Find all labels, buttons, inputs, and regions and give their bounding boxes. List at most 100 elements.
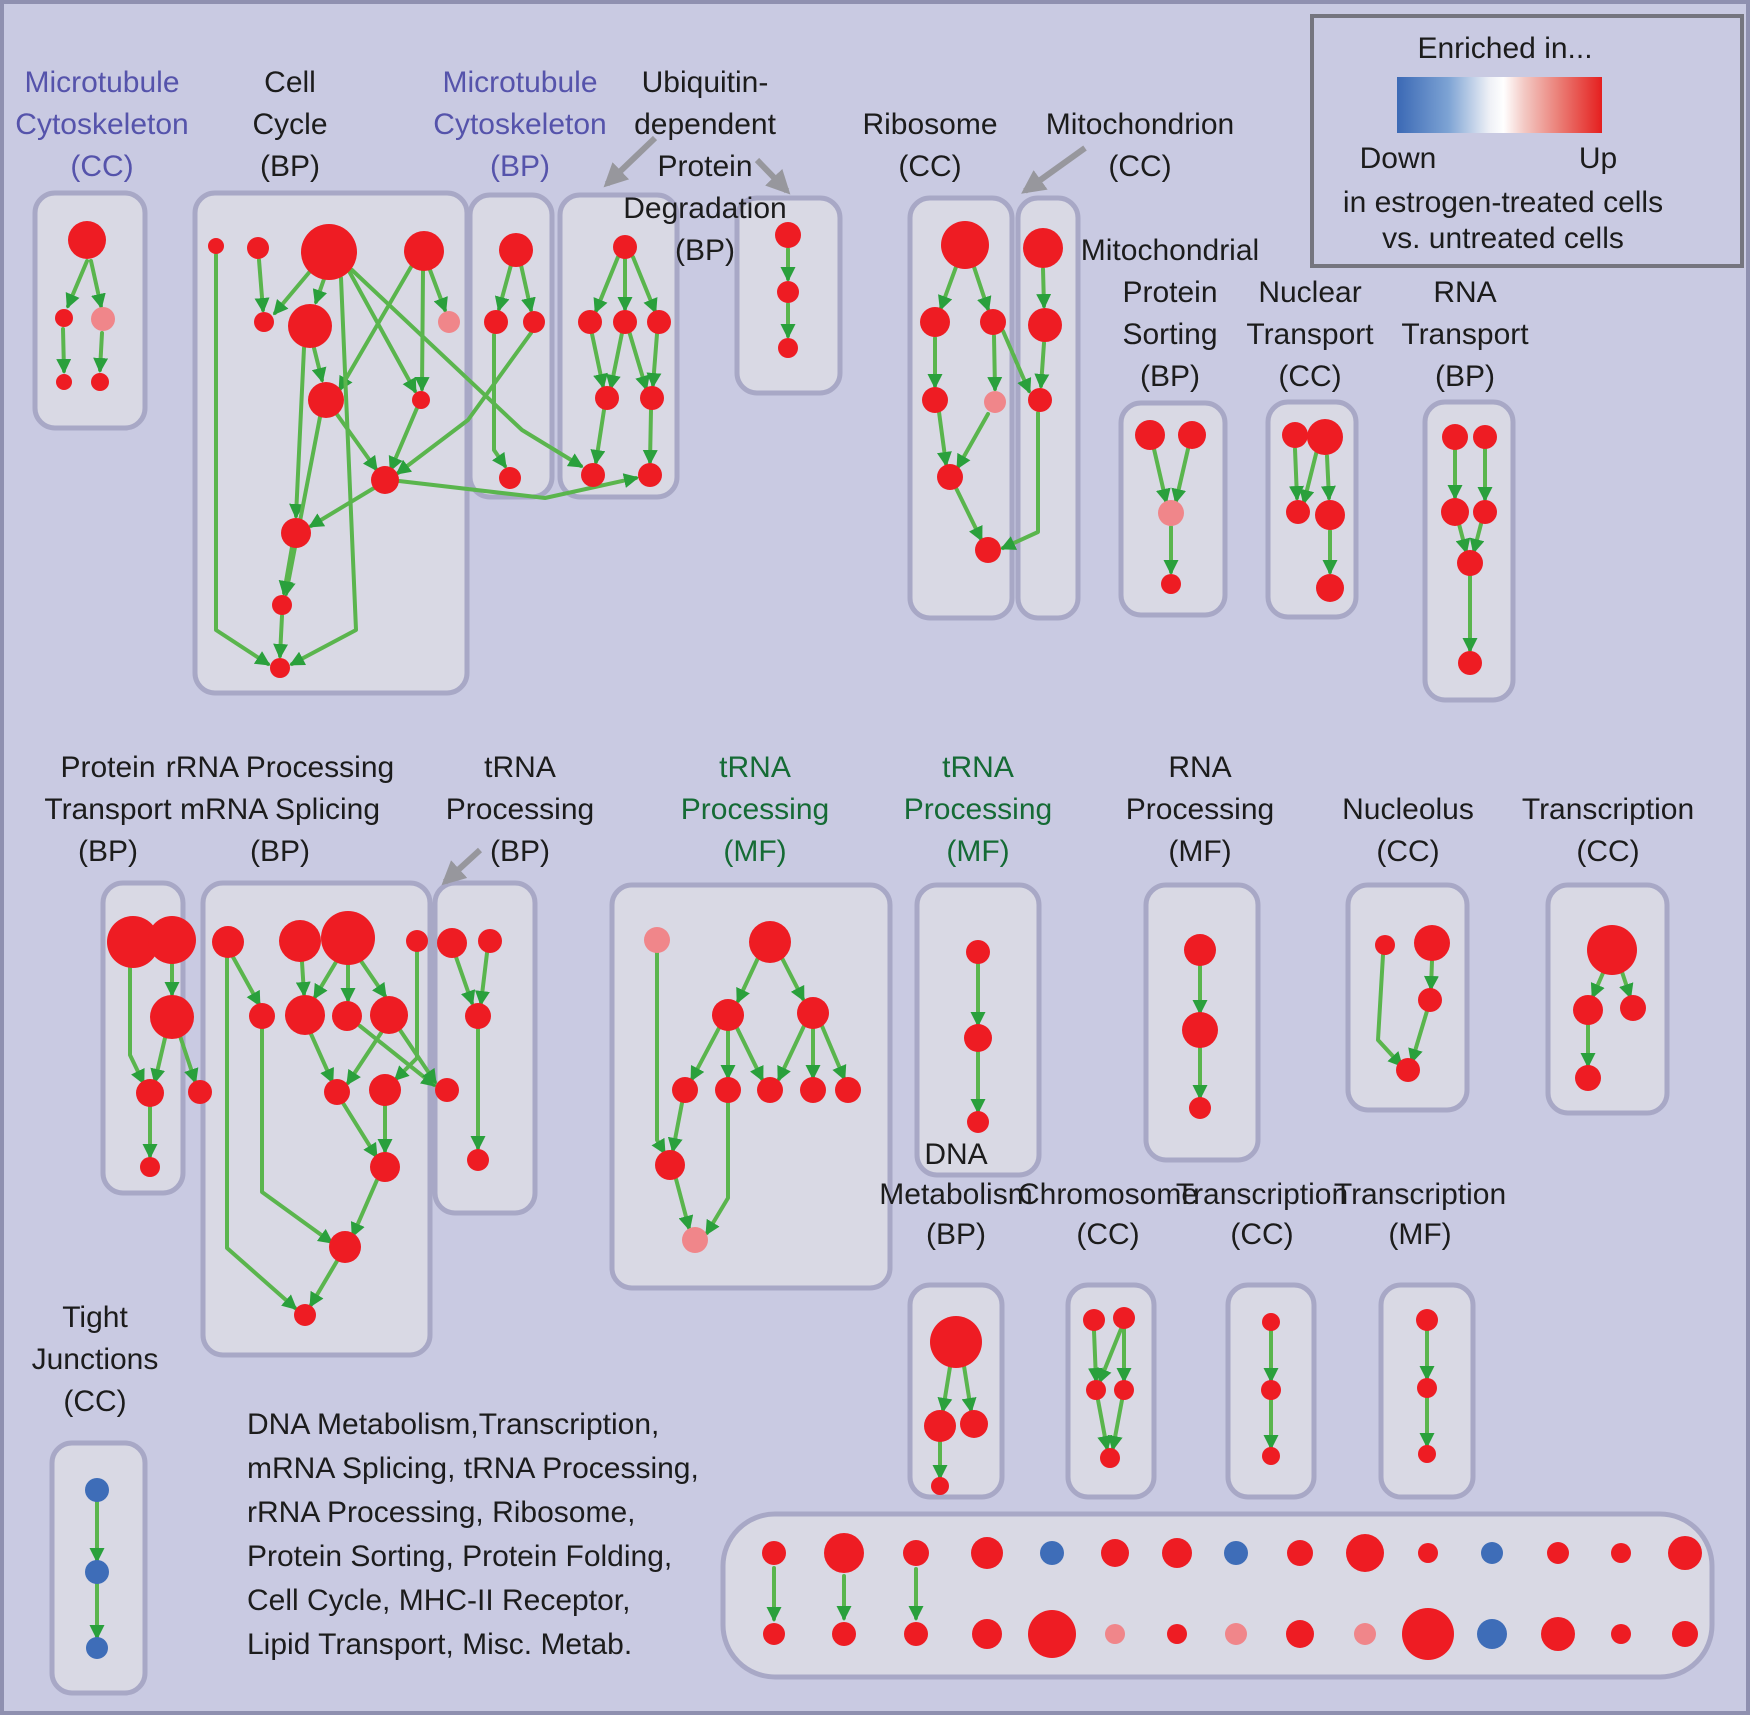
go-term-node-rna-processing-mf[interactable] [1189,1097,1211,1119]
go-term-node-mitochondrial-protein-sorting-bp[interactable] [1135,420,1165,450]
go-term-node-trna-processing-mf-large[interactable] [797,997,829,1029]
go-term-node-trna-processing-mf-large[interactable] [835,1077,861,1103]
go-term-node-nuclear-transport-cc[interactable] [1286,500,1310,524]
go-term-node-nuclear-transport-cc[interactable] [1316,574,1344,602]
go-term-node-protein-transport-bp[interactable] [148,916,196,964]
go-term-node-trna-processing-bp[interactable] [465,1003,491,1029]
go-term-node-ubiquitin-degradation-1[interactable] [581,463,605,487]
go-term-node-rrna-processing-mrna-splicing-bp[interactable] [406,930,428,952]
go-term-node-panel-top[interactable] [903,1540,929,1566]
go-term-node-trna-processing-mf-large[interactable] [644,927,670,953]
go-term-node-transcription-mf[interactable] [1416,1309,1438,1331]
go-term-node-panel-top[interactable] [1346,1534,1384,1572]
go-term-node-panel-top[interactable] [1101,1539,1129,1567]
go-term-node-transcription-cc-row2[interactable] [1620,995,1646,1021]
go-term-node-tight-junctions-cc[interactable] [85,1478,109,1502]
go-term-node-ubiquitin-degradation-2[interactable] [778,338,798,358]
go-term-node-ubiquitin-degradation-1[interactable] [613,235,637,259]
go-term-node-trna-processing-mf-small[interactable] [967,1111,989,1133]
go-term-node-ribosome-cc[interactable] [984,391,1006,413]
go-term-node-dna-metabolism-bp[interactable] [931,1477,949,1495]
go-term-node-cell-cycle-bp[interactable] [301,224,357,280]
go-term-node-transcription-mf[interactable] [1417,1378,1437,1398]
go-term-node-panel-bottom[interactable] [1402,1608,1454,1660]
go-term-node-panel-bottom[interactable] [832,1622,856,1646]
go-term-node-ubiquitin-degradation-1[interactable] [578,310,602,334]
go-term-node-mitochondrial-protein-sorting-bp[interactable] [1178,421,1206,449]
go-term-node-microtubule-cytoskeleton-cc[interactable] [68,221,106,259]
go-term-node-microtubule-cytoskeleton-bp[interactable] [523,311,545,333]
go-term-node-rrna-processing-mrna-splicing-bp[interactable] [369,1074,401,1106]
go-term-node-rrna-processing-mrna-splicing-bp[interactable] [332,1001,362,1031]
go-term-node-ubiquitin-degradation-2[interactable] [775,222,801,248]
go-term-node-panel-top[interactable] [1040,1541,1064,1565]
go-term-node-chromosome-cc[interactable] [1100,1448,1120,1468]
go-term-node-transcription-cc-row2[interactable] [1575,1065,1601,1091]
go-term-node-rrna-processing-mrna-splicing-bp[interactable] [188,1080,212,1104]
go-term-node-panel-bottom[interactable] [1028,1610,1076,1658]
go-term-node-panel-top[interactable] [1481,1542,1503,1564]
go-term-node-trna-processing-bp[interactable] [435,1078,459,1102]
go-term-node-mitochondrial-protein-sorting-bp[interactable] [1161,574,1181,594]
go-term-node-rrna-processing-mrna-splicing-bp[interactable] [212,926,244,958]
go-term-node-protein-transport-bp[interactable] [140,1157,160,1177]
go-term-node-rrna-processing-mrna-splicing-bp[interactable] [370,996,408,1034]
go-term-node-trna-processing-mf-small[interactable] [964,1024,992,1052]
go-term-node-panel-bottom[interactable] [1167,1624,1187,1644]
go-term-node-ribosome-cc[interactable] [941,221,989,269]
go-term-node-panel-top[interactable] [762,1541,786,1565]
go-term-node-microtubule-cytoskeleton-bp[interactable] [499,233,533,267]
go-term-node-ribosome-cc[interactable] [937,464,963,490]
go-term-node-nuclear-transport-cc[interactable] [1282,422,1308,448]
go-term-node-nucleolus-cc[interactable] [1414,925,1450,961]
go-term-node-panel-bottom[interactable] [1225,1623,1247,1645]
go-term-node-ribosome-cc[interactable] [922,387,948,413]
go-term-node-trna-processing-bp[interactable] [437,928,467,958]
go-term-node-ribosome-cc[interactable] [980,309,1006,335]
go-term-node-chromosome-cc[interactable] [1113,1307,1135,1329]
go-term-node-transcription-cc-row3[interactable] [1261,1380,1281,1400]
go-term-node-trna-processing-mf-large[interactable] [749,921,791,963]
go-term-node-panel-top[interactable] [1611,1543,1631,1563]
go-term-node-transcription-mf[interactable] [1418,1445,1436,1463]
go-term-node-rna-transport-bp[interactable] [1458,651,1482,675]
go-term-node-chromosome-cc[interactable] [1114,1380,1134,1400]
go-term-node-nuclear-transport-cc[interactable] [1307,419,1343,455]
go-term-node-transcription-cc-row2[interactable] [1587,925,1637,975]
go-term-node-cell-cycle-bp[interactable] [308,382,344,418]
go-term-node-panel-top[interactable] [824,1533,864,1573]
go-term-node-rrna-processing-mrna-splicing-bp[interactable] [249,1003,275,1029]
go-term-node-ubiquitin-degradation-1[interactable] [640,386,664,410]
go-term-node-panel-top[interactable] [1418,1543,1438,1563]
go-term-node-cell-cycle-bp[interactable] [270,658,290,678]
go-term-node-panel-bottom[interactable] [1672,1621,1698,1647]
go-term-node-panel-top[interactable] [1162,1538,1192,1568]
go-term-node-rrna-processing-mrna-splicing-bp[interactable] [294,1304,316,1326]
go-term-node-rna-transport-bp[interactable] [1473,500,1497,524]
go-term-node-panel-bottom[interactable] [904,1622,928,1646]
go-term-node-panel-top[interactable] [971,1537,1003,1569]
go-term-node-dna-metabolism-bp[interactable] [960,1410,988,1438]
go-term-node-panel-bottom[interactable] [763,1623,785,1645]
go-term-node-panel-bottom[interactable] [1611,1624,1631,1644]
go-term-node-cell-cycle-bp[interactable] [438,311,460,333]
go-term-node-microtubule-cytoskeleton-cc[interactable] [91,373,109,391]
go-term-node-panel-top[interactable] [1287,1540,1313,1566]
go-term-node-microtubule-cytoskeleton-bp[interactable] [499,467,521,489]
go-term-node-rrna-processing-mrna-splicing-bp[interactable] [329,1231,361,1263]
go-term-node-trna-processing-mf-large[interactable] [682,1227,708,1253]
go-term-node-panel-bottom[interactable] [1105,1624,1125,1644]
go-term-node-rna-transport-bp[interactable] [1457,550,1483,576]
go-term-node-trna-processing-mf-large[interactable] [800,1077,826,1103]
go-term-node-ubiquitin-degradation-1[interactable] [638,463,662,487]
go-term-node-panel-bottom[interactable] [1354,1623,1376,1645]
go-term-node-microtubule-cytoskeleton-cc[interactable] [55,309,73,327]
go-term-node-dna-metabolism-bp[interactable] [930,1316,982,1368]
go-term-node-rna-transport-bp[interactable] [1473,425,1497,449]
go-term-node-trna-processing-mf-large[interactable] [655,1150,685,1180]
go-term-node-rrna-processing-mrna-splicing-bp[interactable] [321,911,375,965]
go-term-node-cell-cycle-bp[interactable] [288,304,332,348]
go-term-node-nucleolus-cc[interactable] [1396,1058,1420,1082]
go-term-node-transcription-cc-row3[interactable] [1262,1447,1280,1465]
go-term-node-tight-junctions-cc[interactable] [86,1637,108,1659]
